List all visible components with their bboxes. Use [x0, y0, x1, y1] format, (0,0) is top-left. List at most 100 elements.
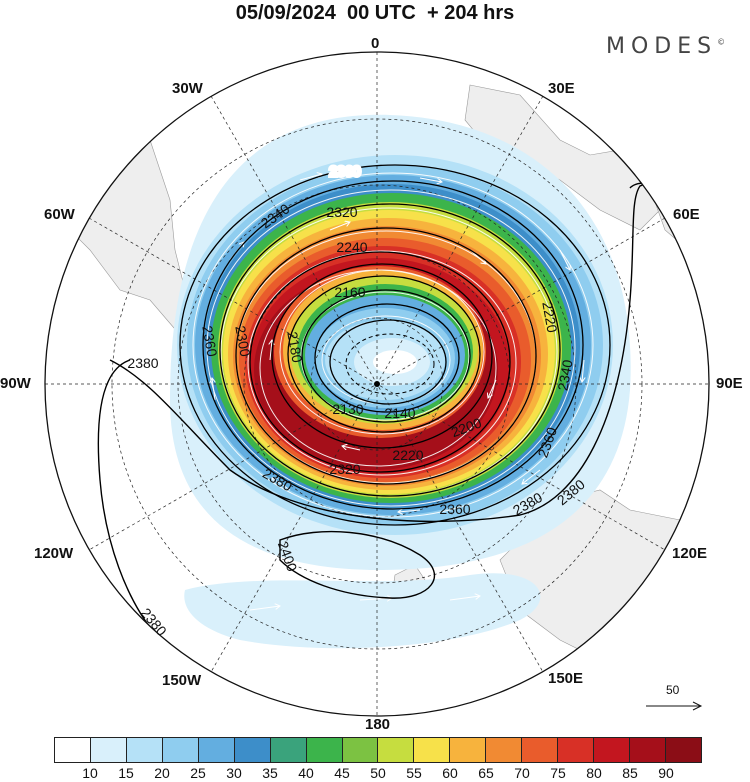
- colorbar-tick-label: 20: [154, 765, 170, 781]
- contour-2320: [219, 203, 561, 497]
- map-frame: [44, 51, 710, 717]
- contour-label-2240: 2240: [336, 239, 367, 255]
- contour-label-2360-west: 2360: [199, 324, 220, 358]
- lon-label-60e: 60E: [673, 206, 700, 223]
- lon-label-90w: 90W: [0, 375, 31, 392]
- colorbar-cell: [414, 738, 451, 762]
- flow-arrow-12: [488, 379, 497, 398]
- lon-label-120e: 120E: [672, 545, 708, 562]
- colorbar-tick-label: 85: [622, 765, 638, 781]
- flow-arrow-5: [522, 469, 541, 484]
- map-title: 05/09/2024 00 UTC + 204 hrs: [235, 2, 515, 24]
- colorbar-tick-label: 55: [406, 765, 422, 781]
- colorbar-tick-label: 35: [262, 765, 278, 781]
- colorbar-cell: [450, 738, 487, 762]
- streamline-5: [247, 250, 517, 476]
- flow-arrow-17: [449, 596, 480, 601]
- lon-label-120w: 120W: [34, 545, 74, 562]
- colorbar-cell: [594, 738, 630, 762]
- colorbar-cell: [378, 738, 415, 762]
- colorbar-tick-label: 65: [478, 765, 494, 781]
- brand-name: MODES: [606, 34, 718, 59]
- colorbar-tick-label: 50: [370, 765, 386, 781]
- colorbar-tick-label: 30: [226, 765, 242, 781]
- colorbar-cell: [522, 738, 559, 762]
- pole-marker: [374, 381, 380, 387]
- colorbar-tick-label: 60: [442, 765, 458, 781]
- contour-2200: [287, 275, 481, 433]
- colorbar-cell: [270, 738, 307, 762]
- contour-label-2220-south: 2220: [392, 447, 423, 463]
- band-core-calm: [373, 350, 417, 374]
- reference-vector-arrow: [646, 701, 703, 711]
- colorbar-cell: [630, 738, 666, 762]
- streamline-8: [300, 291, 470, 421]
- colorbar-cell: [306, 738, 343, 762]
- flow-arrow-13: [342, 446, 361, 451]
- lon-label-150e: 150E: [548, 670, 584, 687]
- colorbar-tick-label: 40: [298, 765, 314, 781]
- colorbar-cell: [90, 738, 127, 762]
- colorbar-cell: [234, 738, 271, 762]
- colorbar-cell: [342, 738, 379, 762]
- contour-label-2360-top: 2360: [329, 163, 360, 179]
- contour-label-2320-top: 2320: [326, 204, 357, 220]
- flow-arrow-15: [249, 606, 280, 611]
- colorbar-tick-label: 70: [514, 765, 530, 781]
- wind-speed-shading: [170, 114, 631, 649]
- lon-label-0: 0: [371, 35, 380, 52]
- contour-label-2220-east: 2220: [539, 300, 560, 334]
- contour-2300: [235, 227, 537, 485]
- colorbar-tick-labels: 10 15 20 25 30 35 40 45 50 55 60 65 70 75 80 85 90: [54, 764, 702, 782]
- flow-arrow-10: [329, 222, 350, 231]
- contour-label-2130: 2130: [332, 401, 363, 417]
- flow-arrow-7: [272, 478, 291, 491]
- contour-2180: [301, 289, 471, 423]
- reference-vector-label: 50: [666, 683, 680, 697]
- contour-2240: [249, 251, 511, 473]
- contour-label-2160: 2160: [334, 284, 365, 300]
- flow-arrow-14: [270, 340, 272, 361]
- lon-label-30e: 30E: [548, 80, 575, 97]
- lon-label-90e: 90E: [716, 375, 743, 392]
- colorbar-tick-label: 80: [586, 765, 602, 781]
- colorbar-tick-label: 25: [190, 765, 206, 781]
- contour-label-2340-east: 2340: [554, 358, 575, 392]
- streamline-7: [279, 269, 485, 435]
- contour-2380-east: [109, 182, 645, 523]
- lon-label-150w: 150W: [162, 672, 202, 689]
- contour-label-2140: 2140: [384, 405, 415, 421]
- colorbar: [54, 737, 702, 763]
- height-contours: [97, 164, 645, 641]
- contour-2140: [329, 319, 447, 405]
- contour-2130: [345, 333, 435, 395]
- colorbar-tick-label: 90: [658, 765, 674, 781]
- colorbar-cell: [162, 738, 199, 762]
- streamline-2: [206, 189, 576, 507]
- contour-2380-west: [97, 359, 161, 641]
- brand-mark: ©: [717, 37, 726, 47]
- contour-2360-outer: [179, 164, 611, 526]
- colorbar-tick-label: 10: [82, 765, 98, 781]
- colorbar-tick-label: 75: [550, 765, 566, 781]
- contour-label-2380-west: 2380: [127, 355, 158, 371]
- contour-label-2320-south: 2320: [329, 461, 360, 477]
- colorbar-cell: [486, 738, 523, 762]
- contour-2400: [279, 530, 436, 599]
- band-jet-tail-south: [184, 573, 541, 649]
- flow-arrow-6: [398, 510, 421, 512]
- colorbar-cell: [126, 738, 163, 762]
- lon-label-180: 180: [365, 716, 391, 733]
- wind-direction-arrows: [212, 174, 584, 611]
- colorbar-cell: [665, 738, 701, 762]
- contour-label-2180: 2180: [284, 330, 305, 364]
- contour-2340: [202, 180, 584, 510]
- contour-2160: [314, 303, 460, 413]
- flow-arrow-8: [212, 378, 215, 401]
- streamline-1: [192, 172, 594, 518]
- contour-label-2360-south: 2360: [439, 501, 470, 517]
- lon-label-60w: 60W: [44, 206, 75, 223]
- lon-label-30w: 30W: [172, 80, 203, 97]
- flow-arrow-4: [582, 359, 584, 382]
